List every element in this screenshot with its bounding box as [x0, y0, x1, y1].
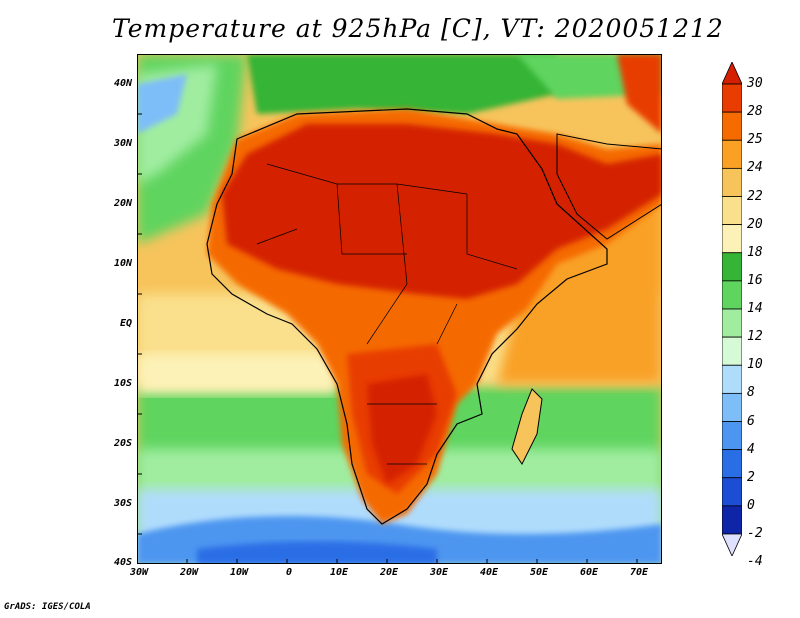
y-tick-label: 20N [113, 198, 132, 209]
arabia-coastline [556, 133, 662, 240]
colorbar-cell [722, 421, 742, 451]
colorbar-cell [722, 111, 742, 141]
colorbar [722, 62, 742, 556]
x-tick-label: 70E [629, 567, 649, 578]
colorbar-cell [722, 449, 742, 479]
colorbar-label: 4 [747, 441, 755, 457]
colorbar-label: 12 [747, 329, 763, 345]
x-tick-label: 50E [529, 567, 549, 578]
colorbar-label: 30 [747, 76, 763, 91]
map-frame [137, 54, 662, 564]
colorbar-label: 6 [747, 413, 755, 429]
country-borders [256, 163, 518, 465]
colorbar-cell [722, 167, 742, 197]
colorbar-cell [722, 477, 742, 507]
colorbar-label: 2 [747, 469, 755, 485]
colorbar-cell [722, 196, 742, 226]
y-tick-label: 30N [113, 138, 132, 149]
grads-credit: GrADS: IGES/COLA [4, 602, 91, 612]
y-tick-label: 10N [113, 258, 132, 269]
x-tick-label: 40E [479, 567, 499, 578]
y-tick-label: 40S [113, 557, 132, 568]
x-tick-label: 10E [329, 567, 349, 578]
map-canvas [137, 54, 662, 564]
chart-title: Temperature at 925hPa [C], VT: 202005121… [112, 14, 724, 43]
colorbar-label: 24 [747, 160, 763, 176]
x-tick-label: 60E [579, 567, 599, 578]
colorbar-cell [722, 83, 742, 113]
colorbar-label: -2 [747, 526, 763, 541]
colorbar-cell [722, 308, 742, 338]
y-tick-label: EQ [119, 318, 132, 329]
colorbar-label: 0 [747, 497, 755, 513]
x-tick-label: 30W [129, 567, 149, 578]
colorbar-cell [722, 336, 742, 366]
colorbar-label: 16 [747, 272, 763, 288]
x-tick-label: 20E [379, 567, 399, 578]
y-tick-label: 40N [113, 78, 132, 89]
colorbar-label: 25 [747, 132, 763, 148]
madagascar [511, 388, 543, 465]
colorbar-label: 14 [747, 301, 763, 316]
x-tick-label: 10W [229, 567, 249, 578]
y-tick-label: 30S [113, 498, 132, 509]
temperature-map [137, 54, 662, 564]
colorbar-label: 22 [747, 188, 763, 204]
x-tick-label: 30E [429, 567, 449, 578]
x-tick-label: 20W [179, 567, 199, 578]
colorbar-label: 10 [747, 357, 763, 373]
colorbar-cell [722, 139, 742, 169]
colorbar-top-triangle [722, 62, 742, 85]
colorbar-label: 28 [747, 104, 763, 120]
colorbar-cell [722, 505, 742, 535]
colorbar-label: 8 [747, 385, 755, 401]
axis-ticks [137, 54, 638, 564]
colorbar-label: -4 [747, 554, 763, 570]
colorbar-label: 20 [747, 216, 763, 232]
colorbar-cell [722, 392, 742, 422]
africa-coastline [206, 108, 608, 525]
colorbar-cell [722, 252, 742, 282]
colorbar-cell [722, 224, 742, 254]
colorbar-cell [722, 280, 742, 310]
y-tick-label: 20S [113, 438, 132, 449]
colorbar-label: 18 [747, 244, 763, 260]
x-tick-label: 0 [285, 567, 293, 578]
colorbar-cell [722, 364, 742, 394]
y-tick-label: 10S [113, 378, 132, 389]
colorbar-bottom-triangle [722, 533, 742, 556]
